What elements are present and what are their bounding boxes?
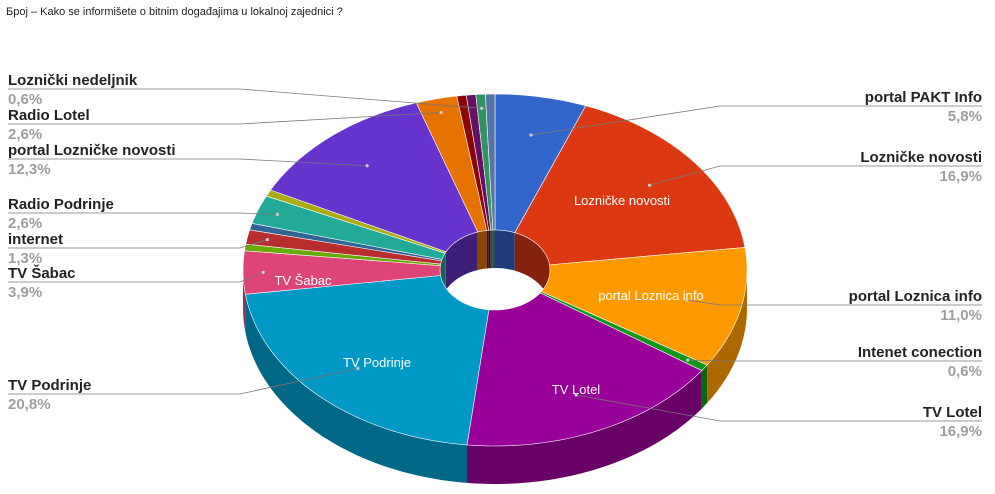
value-label: 0,6% xyxy=(948,363,982,380)
slice-side xyxy=(245,294,468,483)
value-label: 3,9% xyxy=(8,284,42,301)
slice-inner-side xyxy=(490,230,493,269)
leader-dot xyxy=(480,106,484,110)
value-label: 1,3% xyxy=(8,250,42,267)
slice-inner-side xyxy=(488,230,491,269)
slice-inner-side xyxy=(492,230,495,269)
slice-label: TV Podrinje xyxy=(343,355,411,370)
leader-dot xyxy=(648,183,652,187)
slice-side xyxy=(701,365,708,409)
legend-label: Radio Podrinje xyxy=(8,196,114,213)
slice-inner-side xyxy=(514,232,550,303)
leader-line xyxy=(8,88,482,109)
leader-dot xyxy=(686,358,690,362)
legend-label: Intenet conection xyxy=(858,344,982,361)
value-label: 20,8% xyxy=(8,396,51,413)
legend-label: portal Loznica info xyxy=(849,288,982,305)
slice-side xyxy=(467,370,702,484)
leader-dot xyxy=(574,393,578,397)
leader-line xyxy=(8,158,368,167)
legend-label: Loznički nedeljnik xyxy=(8,72,138,89)
legend-label: portal Lozničke novosti xyxy=(8,142,176,159)
leader-line xyxy=(649,165,982,186)
legend-label: TV Lotel xyxy=(923,404,982,421)
leader-dot xyxy=(275,212,279,216)
slice-label: TV Šabac xyxy=(274,273,332,288)
slice-side xyxy=(707,270,747,403)
slice-inner-side xyxy=(477,230,487,270)
value-label: 2,6% xyxy=(8,126,42,143)
value-label: 5,8% xyxy=(948,108,982,125)
leader-dot xyxy=(265,237,269,242)
slice-side xyxy=(243,270,246,333)
slice xyxy=(485,93,496,231)
leader-dot xyxy=(439,110,443,115)
leader-line xyxy=(530,105,982,136)
value-label: 2,6% xyxy=(8,215,42,232)
legend-label: Radio Lotel xyxy=(8,107,90,124)
leader-dot xyxy=(529,133,533,137)
leader-line xyxy=(576,394,982,422)
leader-line xyxy=(8,212,278,215)
slice-inner-side xyxy=(445,251,447,292)
legend-label: portal PAKT Info xyxy=(865,89,982,106)
slice-inner-side xyxy=(495,230,515,271)
leader-dot xyxy=(685,298,689,302)
legend-label: TV Podrinje xyxy=(8,377,91,394)
leader-line xyxy=(686,299,982,306)
value-label: 11,0% xyxy=(940,307,982,324)
legend-label: Lozničke novosti xyxy=(860,149,982,166)
leader-dot xyxy=(261,270,265,274)
slice-label: portal Loznica info xyxy=(598,288,704,303)
chart-title: Број – Kako se informišete o bitnim doga… xyxy=(6,6,343,18)
leader-line xyxy=(8,112,442,125)
leader-line xyxy=(687,359,982,362)
value-label: 16,9% xyxy=(939,168,982,185)
slice-label: TV Lotel xyxy=(552,382,601,397)
leader-line xyxy=(8,239,268,249)
slice-inner-side xyxy=(486,230,489,269)
leader-dot xyxy=(356,366,360,370)
value-label: 12,3% xyxy=(8,161,51,178)
slice-label: Lozničke novosti xyxy=(574,193,670,208)
value-label: 16,9% xyxy=(939,423,982,440)
legend-label: TV Šabac xyxy=(8,264,76,282)
leader-line xyxy=(8,367,358,395)
slice-inner-side xyxy=(446,232,478,290)
leader-dot xyxy=(365,164,369,168)
value-label: 0,6% xyxy=(8,91,42,108)
legend-label: internet xyxy=(8,231,63,248)
leader-line xyxy=(8,271,264,283)
